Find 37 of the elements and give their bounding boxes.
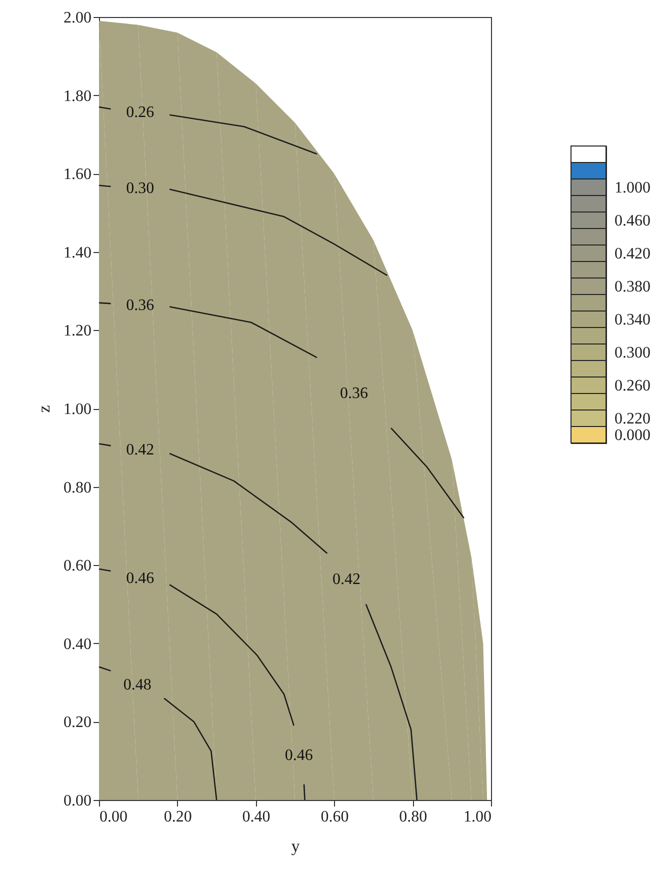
y-tick-label: 1.40 [64,244,92,262]
y-tick-label: 0.300 [614,344,650,362]
x-tick-label: 0.00 [100,808,128,826]
y-tick-label: 0.80 [64,479,92,496]
y-tick-label: 0.20 [64,714,92,732]
y-tick-label: 1.000 [614,179,650,196]
text: 0.46 [284,746,313,764]
y-tick-label: 1.80 [64,88,92,105]
x-tick-label: 0.20 [164,808,192,826]
x-tick-label: 0.40 [242,808,270,826]
y-tick-label: 0.40 [64,636,92,653]
y-tick-label: 1.20 [64,322,92,340]
series-label: 0.30 [126,180,154,197]
y-tick-label: 0.460 [614,212,650,230]
y-tick-label: 1.60 [64,166,92,184]
text: 0.36 [340,384,368,402]
x-tick-label: 1.00 [464,808,492,826]
y-tick-label: 0.000 [614,426,650,444]
series-label: 0.26 [126,104,154,121]
y-tick-label: 0.420 [614,245,650,262]
x-tick-label: 0.80 [399,808,428,826]
y-tick-label: 0.60 [64,558,92,575]
y-tick-label: 0.380 [614,278,650,296]
y-tick-label: 1.00 [64,401,92,418]
series-label: 0.46 [126,570,154,587]
y-tick-label: 0.340 [614,311,650,328]
y-tick-label: 0.220 [614,410,650,428]
series-label: 0.48 [123,676,152,694]
y-tick-label: 0.260 [614,377,650,394]
series-label: 0.42 [126,442,154,459]
y-axis-title: z [34,404,54,413]
y-tick-label: 2.00 [64,10,92,26]
x-axis-title: y [291,836,300,856]
text: 0.42 [332,570,361,588]
x-tick-label: 0.60 [320,808,349,826]
series-label: 0.36 [126,297,154,314]
y-tick-label: 0.00 [64,792,92,810]
